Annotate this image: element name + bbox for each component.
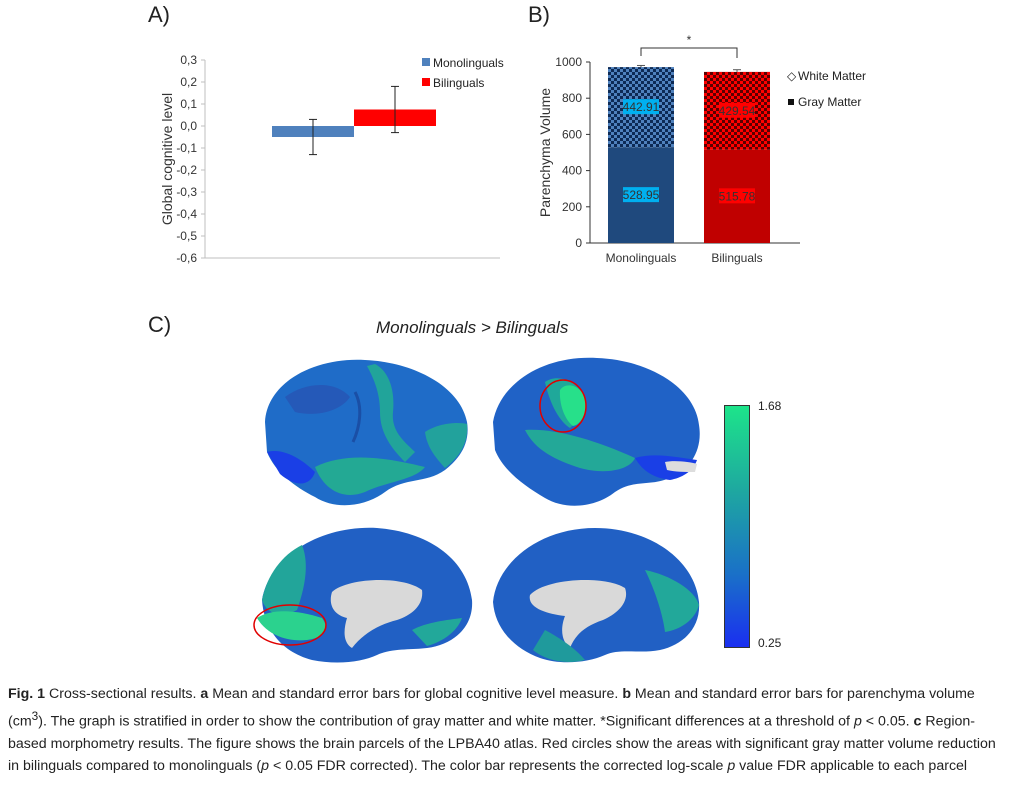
- y-tick-label: 800: [562, 91, 582, 105]
- x-tick-label-monolinguals: Monolinguals: [606, 251, 677, 265]
- label-bg-gray-bilinguals: [719, 188, 755, 204]
- y-axis-title: Parenchyma Volume: [537, 88, 553, 217]
- label-bg-white-bilinguals: [719, 102, 755, 118]
- y-tick-label: 200: [562, 200, 582, 214]
- colorbar-min-label: 0.25: [758, 636, 782, 650]
- data-label-white-monolinguals: 442.91: [623, 100, 660, 114]
- y-tick-label: 600: [562, 127, 582, 141]
- legend-swatch-bilinguals: [422, 78, 430, 86]
- panel-c-title: Monolinguals > Bilinguals: [376, 318, 569, 337]
- legend-label-bilinguals: Bilinguals: [433, 76, 484, 90]
- figure-caption: Fig. 1 Cross-sectional results. a Mean a…: [8, 683, 1004, 777]
- label-bg-white-monolinguals: [623, 99, 659, 115]
- data-label-gray-bilinguals: 515.78: [719, 189, 756, 203]
- colorbar: [724, 405, 750, 648]
- y-tick-label: -0,4: [176, 207, 197, 221]
- caption-text-8: value FDR applicable to each parcel: [735, 757, 968, 774]
- y-tick-label: 0,3: [180, 53, 197, 67]
- label-bg-gray-monolinguals: [623, 187, 659, 203]
- y-tick-label: 0,1: [180, 97, 197, 111]
- y-tick-label: 0,2: [180, 75, 197, 89]
- caption-c: c: [913, 713, 922, 730]
- brain-medial-right: [493, 528, 700, 663]
- panel-label-b: B): [528, 2, 550, 27]
- y-tick-label: 400: [562, 164, 582, 178]
- chart-a: 0,3 0,2 0,1 0,0 -0,1 -0,2 -0,3 -0,4 -0,5 -0,6 Mono…: [159, 53, 504, 265]
- y-tick-label: -0,5: [176, 229, 197, 243]
- colorbar-max-label: 1.68: [758, 399, 782, 413]
- y-tick-label: 0,0: [180, 119, 197, 133]
- caption-text-1: Cross-sectional results.: [45, 686, 201, 702]
- legend-label-white-matter: White Matter: [798, 69, 866, 83]
- legend-label-monolinguals: Monolinguals: [433, 56, 504, 70]
- caption-p2: p: [261, 757, 270, 774]
- brain-medial-left: [253, 527, 473, 663]
- data-label-white-bilinguals: 429.54: [719, 104, 756, 118]
- brain-lateral-right: [493, 357, 700, 506]
- y-tick-label: 1000: [555, 55, 582, 69]
- y-tick-label: -0,2: [176, 163, 197, 177]
- caption-text-7: < 0.05 FDR corrected). The color bar rep…: [269, 757, 728, 774]
- x-tick-label-bilinguals: Bilinguals: [711, 251, 762, 265]
- caption-text-5: < 0.05.: [861, 713, 914, 730]
- data-label-gray-monolinguals: 528.95: [623, 188, 660, 202]
- caption-fig-label: Fig. 1: [8, 686, 46, 702]
- caption-p3: p: [727, 757, 736, 774]
- brain-lateral-left: [265, 359, 468, 506]
- y-tick-label: -0,6: [176, 251, 197, 265]
- caption-text-2: Mean and standard error bars for global …: [208, 686, 623, 702]
- legend-swatch-monolinguals: [422, 58, 430, 66]
- panel-label-c: C): [148, 312, 172, 337]
- caption-text-4: ). The graph is stratified in order to s…: [38, 713, 854, 730]
- caption-text-6: Region-based morphometry results. The fi…: [8, 713, 996, 774]
- caption-b: b: [622, 686, 631, 702]
- y-tick-label: 0: [575, 236, 582, 250]
- legend-icon-gray-matter: [788, 99, 794, 105]
- y-tick-label: -0,1: [176, 141, 197, 155]
- significance-star: *: [687, 33, 692, 47]
- caption-sup: 3: [31, 709, 39, 723]
- caption-p1: p: [853, 713, 862, 730]
- chart-b: 1000 800 600 400 200 0 442.91 528.95 Monolingual…: [537, 33, 866, 265]
- legend-label-gray-matter: Gray Matter: [798, 95, 861, 109]
- caption-a: a: [200, 686, 209, 702]
- legend-icon-white-matter: ◇: [787, 69, 797, 83]
- caption-text-3: Mean and standard error bars for parench…: [8, 686, 975, 730]
- y-axis-title: Global cognitive level: [159, 93, 175, 225]
- y-tick-label: -0,3: [176, 185, 197, 199]
- significance-bracket: [640, 47, 738, 58]
- panel-label-a: A): [148, 2, 170, 27]
